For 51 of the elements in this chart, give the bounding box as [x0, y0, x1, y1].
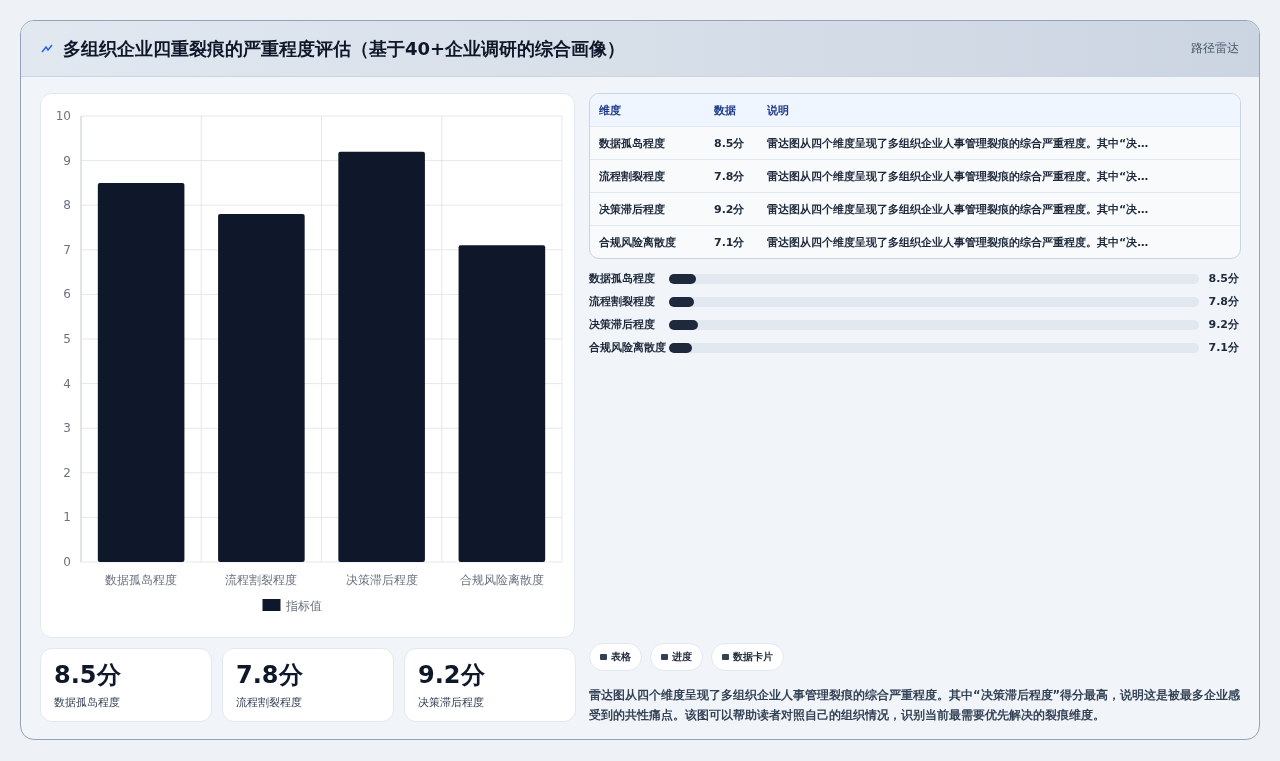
y-tick-label: 9	[63, 153, 71, 168]
category-label: 流程割裂程度	[589, 295, 655, 308]
y-tick-label: 2	[63, 465, 71, 480]
category-label: 合规风险离散度	[599, 235, 676, 249]
text: 9.2分	[418, 661, 485, 689]
text: 9.2分	[1208, 318, 1239, 331]
y-tick-label: 0	[63, 555, 71, 569]
y-tick-label: 4	[63, 376, 71, 391]
text: 路径雷达	[1191, 40, 1239, 57]
text: 雷达图从四个维度呈现了多组织企业人事管理裂痕的综合严重程度。其中“决…	[767, 201, 1150, 217]
y-tick-label: 7	[63, 242, 71, 257]
category-label: 流程割裂程度	[599, 169, 665, 183]
category-label: 决策滞后程度	[599, 202, 665, 216]
y-tick-label: 1	[63, 510, 71, 525]
text: 数据	[714, 102, 737, 118]
x-tick-label: 决策滞后程度	[345, 573, 418, 587]
y-tick-label: 5	[63, 332, 71, 346]
text: 7.8分	[714, 169, 745, 183]
category-label: 决策滞后程度	[589, 318, 655, 331]
chart-title: 多组织企业四重裂痕的严重程度评估（基于40+企业调研的综合画像）	[63, 36, 627, 61]
text: 雷达图从四个维度呈现了多组织企业人事管理裂痕的综合严重程度。其中“决…	[767, 168, 1150, 184]
text: 7.8分	[1208, 295, 1239, 308]
text: 7.8分	[236, 661, 303, 689]
text: 8.5分	[1208, 272, 1239, 285]
x-tick-label: 数据孤岛程度	[105, 573, 178, 587]
text: 雷达图从四个维度呈现了多组织企业人事管理裂痕的综合严重程度。其中“决…	[767, 135, 1150, 151]
y-tick-label: 3	[63, 421, 71, 436]
category-label: 流程割裂程度	[236, 696, 302, 709]
y-tick-label: 10	[55, 109, 71, 123]
text: 雷达图从四个维度呈现了多组织企业人事管理裂痕的综合严重程度。其中“决策滞后程度”得分最高，说明这是被最多企业感受到的共性痛点。该图可以帮助读者对照自己的组织情况，识别当前最需要优先解决的裂痕维度。	[589, 687, 1241, 724]
text: 8.5分	[54, 661, 121, 689]
category-label: 数据孤岛程度	[589, 272, 655, 285]
y-tick-label: 6	[63, 287, 71, 302]
category-label: 决策滞后程度	[418, 696, 484, 709]
text: 进度	[650, 643, 703, 671]
category-label: 数据孤岛程度	[599, 136, 665, 150]
text: 8.5分	[714, 136, 745, 150]
text: 维度	[598, 102, 622, 118]
legend-label: 指标值	[284, 599, 322, 613]
x-tick-label: 合规风险离散度	[459, 573, 544, 587]
text: 7.1分	[1208, 341, 1239, 354]
x-tick-label: 流程割裂程度	[225, 573, 298, 587]
text: 9.2分	[714, 202, 745, 216]
text: 数据卡片	[711, 643, 784, 671]
category-label: 数据孤岛程度	[54, 696, 120, 709]
category-label: 合规风险离散度	[589, 341, 666, 354]
text: 说明	[767, 102, 790, 118]
y-tick-label: 8	[63, 198, 71, 213]
text: 表格	[589, 643, 642, 671]
text: 7.1分	[714, 235, 745, 249]
text: 雷达图从四个维度呈现了多组织企业人事管理裂痕的综合严重程度。其中“决…	[767, 234, 1150, 250]
